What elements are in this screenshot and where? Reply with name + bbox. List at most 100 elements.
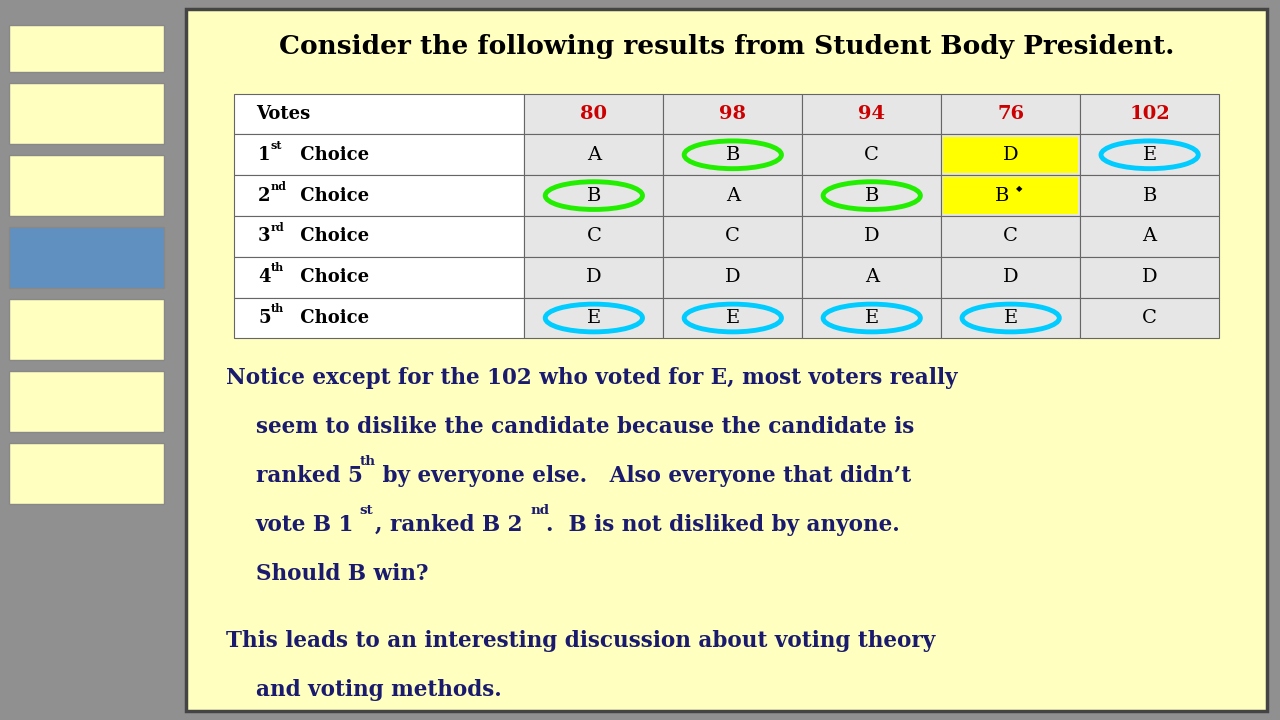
Text: E: E [586,309,600,327]
Text: vote B 1: vote B 1 [256,514,355,536]
Text: 80: 80 [580,105,608,123]
Bar [525,135,663,175]
Text: st: st [360,504,372,517]
Text: 76: 76 [997,105,1024,123]
Text: th: th [360,455,375,468]
FancyBboxPatch shape [9,371,164,432]
Text: st: st [270,140,282,151]
Text: A: A [1143,228,1157,246]
Text: 102: 102 [1129,105,1170,123]
Text: and voting methods.: and voting methods. [256,679,502,701]
Bar [525,94,663,135]
Bar [234,94,525,135]
Text: th: th [270,303,284,314]
Bar [1080,175,1219,216]
Text: 3: 3 [259,228,270,246]
Text: C: C [586,228,602,246]
Text: C: C [1142,309,1157,327]
Text: 98: 98 [719,105,746,123]
Text: ranked 5: ranked 5 [256,465,362,487]
FancyBboxPatch shape [9,443,164,504]
Text: Choice: Choice [293,228,369,246]
Bar [941,94,1080,135]
Text: E: E [1004,309,1018,327]
Text: D: D [1002,268,1019,286]
Text: D: D [1002,145,1019,163]
Bar [803,135,941,175]
Bar [234,135,525,175]
Bar [941,135,1080,175]
Text: A: A [726,186,740,204]
Text: D: D [1142,268,1157,286]
Text: seem to dislike the candidate because the candidate is: seem to dislike the candidate because th… [256,416,914,438]
Text: 1: 1 [259,145,270,163]
Text: 5: 5 [259,309,270,327]
Bar [941,297,1080,338]
Bar [525,175,663,216]
Bar [803,257,941,297]
Text: C: C [1004,228,1018,246]
Text: D: D [864,228,879,246]
Bar [1080,257,1219,297]
Text: Should B win?: Should B win? [256,563,429,585]
Text: E: E [865,309,879,327]
Bar [234,216,525,257]
Bar [663,297,803,338]
Bar [941,175,1080,216]
Text: .  B is not disliked by anyone.: . B is not disliked by anyone. [547,514,900,536]
Text: rd: rd [270,222,284,233]
Text: B: B [1143,186,1157,204]
Bar [943,137,1078,173]
Text: B: B [586,186,602,204]
Bar [663,175,803,216]
Text: ◆: ◆ [1016,184,1023,193]
Text: B: B [995,186,1009,204]
Bar [803,175,941,216]
Bar [1080,297,1219,338]
FancyBboxPatch shape [9,83,164,144]
FancyBboxPatch shape [186,9,1267,711]
Text: 94: 94 [859,105,886,123]
Bar [663,94,803,135]
Text: A: A [865,268,879,286]
Bar [803,297,941,338]
Bar [663,135,803,175]
Bar [1080,135,1219,175]
Text: B: B [726,145,740,163]
Bar [234,297,525,338]
FancyBboxPatch shape [9,25,164,72]
Text: , ranked B 2: , ranked B 2 [375,514,522,536]
Bar [941,216,1080,257]
Bar [941,257,1080,297]
Text: Choice: Choice [293,309,369,327]
Text: D: D [724,268,741,286]
Text: 4: 4 [259,268,270,286]
FancyBboxPatch shape [9,227,164,288]
FancyBboxPatch shape [9,155,164,216]
Text: Consider the following results from Student Body President.: Consider the following results from Stud… [279,35,1174,59]
Text: Choice: Choice [293,186,369,204]
Bar [525,297,663,338]
Text: nd: nd [530,504,549,517]
Text: Notice except for the 102 who voted for E, most voters really: Notice except for the 102 who voted for … [227,367,957,389]
Bar [1080,216,1219,257]
Bar [803,216,941,257]
Text: Votes: Votes [256,105,310,123]
Bar [663,257,803,297]
Text: Choice: Choice [293,268,369,286]
Bar [943,177,1078,214]
Text: E: E [1143,145,1157,163]
Text: C: C [726,228,740,246]
Bar [234,175,525,216]
Text: 2: 2 [259,186,270,204]
Text: C: C [864,145,879,163]
FancyBboxPatch shape [9,299,164,360]
Text: B: B [864,186,879,204]
Text: A: A [586,145,600,163]
Text: th: th [270,262,284,274]
Bar [234,257,525,297]
Text: by everyone else.   Also everyone that didn’t: by everyone else. Also everyone that did… [375,465,911,487]
Text: nd: nd [270,181,287,192]
Bar [803,94,941,135]
Text: Choice: Choice [293,145,369,163]
